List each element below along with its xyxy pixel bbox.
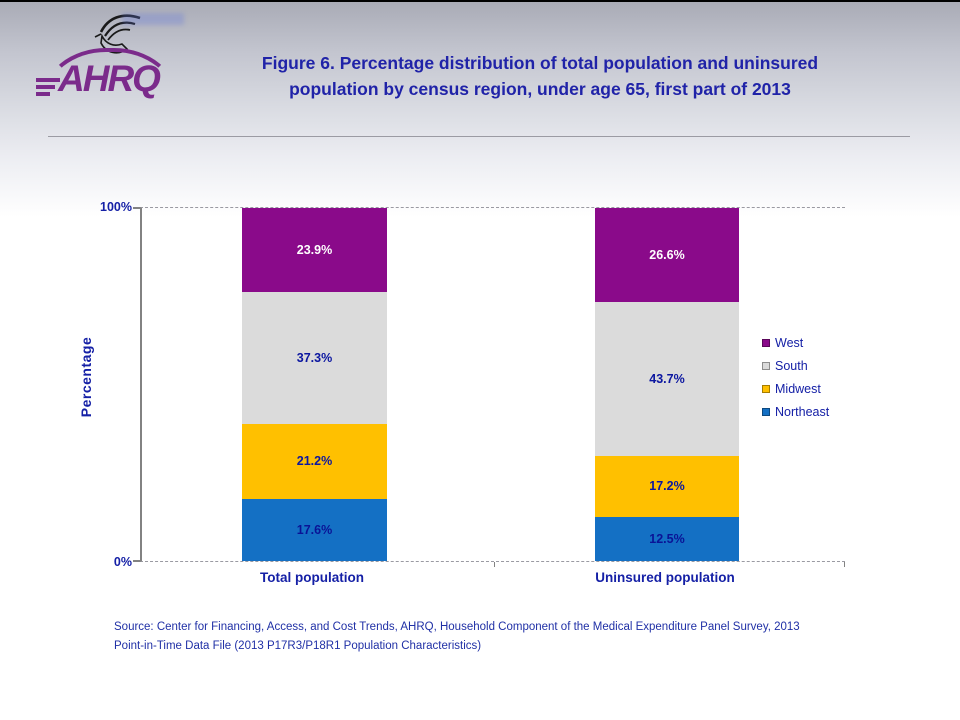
- legend-swatch-south: [762, 361, 770, 370]
- legend-item-northeast: Northeast: [762, 400, 829, 423]
- hhs-eagle-icon: [94, 14, 141, 54]
- bar-segment-west: 23.9%: [242, 208, 387, 293]
- bar-segment-value-label: 26.6%: [649, 247, 685, 262]
- bar-segment-value-label: 12.5%: [649, 531, 685, 546]
- legend-item-south: South: [762, 354, 829, 377]
- plot-area: 23.9% 37.3% 21.2% 17.6% 26.6% 43.7% 17.2% 12.5%: [133, 207, 845, 567]
- ahrq-wordmark: AHRQ: [58, 58, 161, 99]
- legend-swatch-midwest: [762, 384, 770, 393]
- legend-label-midwest: Midwest: [775, 381, 821, 396]
- x-category-label-uninsured-population: Uninsured population: [595, 570, 735, 585]
- bar-segment-value-label: 21.2%: [296, 454, 333, 469]
- chart-legend: West South Midwest Northeast: [762, 331, 829, 423]
- bar-segment-midwest: 17.2%: [595, 456, 739, 517]
- bar-segment-northeast: 12.5%: [595, 516, 739, 561]
- bar-segment-value-label: 23.9%: [296, 243, 333, 258]
- legend-swatch-west: [762, 338, 770, 347]
- stacked-bar-uninsured-population: 26.6% 43.7% 17.2% 12.5%: [595, 208, 739, 561]
- stacked-bar-total-population: 23.9% 37.3% 21.2% 17.6%: [242, 208, 387, 561]
- bar-segment-value-label: 43.7%: [649, 372, 685, 387]
- x-category-label-total-population: Total population: [260, 570, 364, 585]
- bar-segment-midwest: 21.2%: [242, 424, 387, 499]
- legend-label-west: West: [775, 335, 804, 350]
- legend-label-south: South: [775, 358, 808, 373]
- bar-segment-south: 37.3%: [242, 292, 387, 425]
- x-axis-tick-right: [844, 562, 845, 567]
- y-tick-label-0: 0%: [113, 555, 132, 569]
- x-axis-tick-mid: [494, 562, 495, 567]
- y-tick-label-100: 100%: [100, 200, 132, 214]
- source-note-line-1: Source: Center for Financing, Access, an…: [114, 621, 800, 633]
- ahrq-logo-speed-lines: [36, 78, 60, 99]
- y-axis-title: Percentage: [78, 336, 94, 418]
- ahrq-logo-arc: [42, 48, 178, 108]
- y-axis-tick-bottom: [133, 560, 140, 562]
- source-note-line-2: Point-in-Time Data File (2013 P17R3/P18R…: [114, 640, 482, 652]
- page-title-line-2: population by census region, under age 6…: [289, 79, 791, 99]
- bar-segment-west: 26.6%: [595, 208, 739, 302]
- legend-item-midwest: Midwest: [762, 377, 829, 400]
- faint-watermark-artifact: [122, 13, 184, 25]
- page-title-line-1: Figure 6. Percentage distribution of tot…: [261, 53, 819, 73]
- source-note: Source: Center for Financing, Access, an…: [114, 618, 880, 656]
- page-title: Figure 6. Percentage distribution of tot…: [190, 50, 890, 102]
- legend-item-west: West: [762, 331, 829, 354]
- bar-segment-value-label: 17.2%: [649, 479, 685, 494]
- header-divider: [48, 136, 910, 137]
- ahrq-logo: AHRQ: [30, 6, 180, 121]
- legend-label-northeast: Northeast: [775, 404, 830, 419]
- legend-swatch-northeast: [762, 407, 770, 416]
- bar-segment-south: 43.7%: [595, 301, 739, 457]
- bar-segment-northeast: 17.6%: [242, 498, 387, 561]
- bar-segment-value-label: 37.3%: [296, 351, 333, 366]
- bar-segment-value-label: 17.6%: [296, 522, 333, 537]
- y-axis-tick-top: [133, 207, 140, 209]
